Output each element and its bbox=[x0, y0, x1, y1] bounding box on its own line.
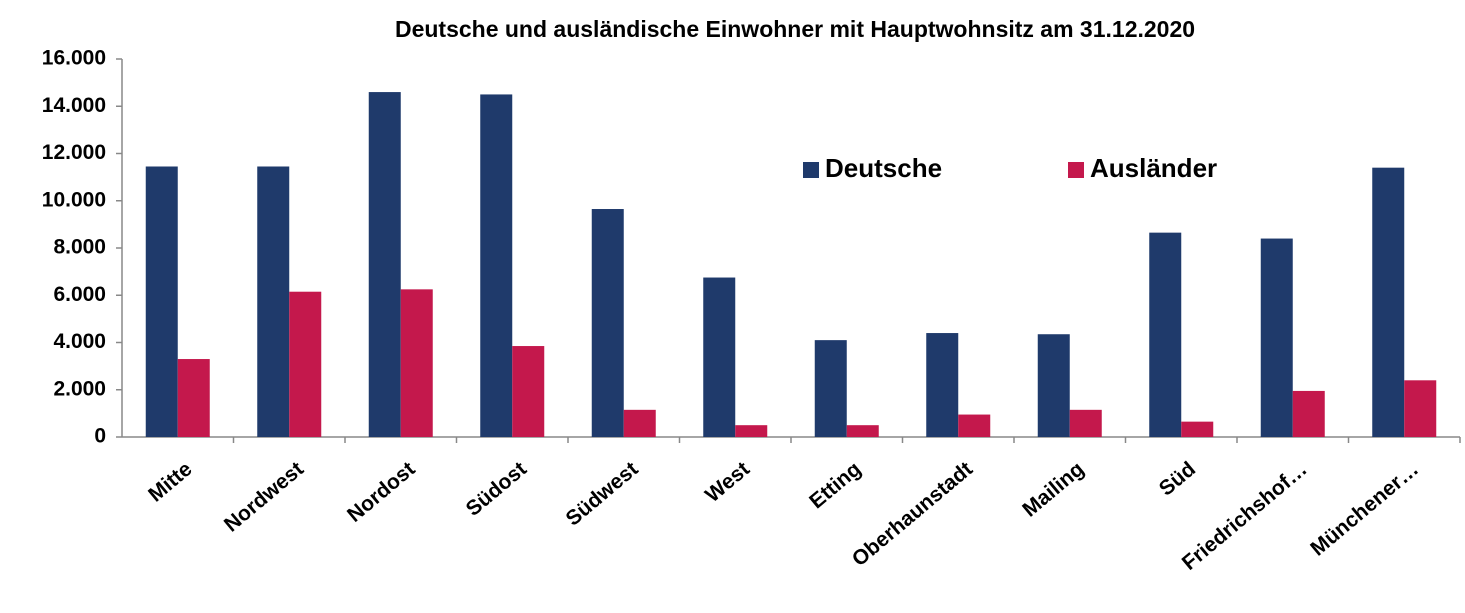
bar bbox=[1037, 334, 1070, 437]
y-tick-label: 12.000 bbox=[42, 141, 106, 164]
x-tick-label: Oberhaunstadt bbox=[848, 457, 977, 571]
bar bbox=[177, 359, 210, 437]
bar bbox=[1069, 409, 1102, 437]
bar bbox=[1292, 390, 1325, 437]
x-tick-label: Nordost bbox=[343, 457, 419, 526]
legend-label: Ausländer bbox=[1090, 153, 1217, 183]
bar bbox=[623, 409, 656, 437]
bar bbox=[368, 92, 401, 437]
bar bbox=[1404, 380, 1437, 437]
x-tick-label: West bbox=[701, 457, 754, 507]
x-tick-label: Münchener… bbox=[1306, 457, 1423, 560]
y-tick-label: 4.000 bbox=[53, 330, 106, 353]
bar bbox=[703, 277, 736, 437]
bar bbox=[257, 166, 290, 437]
bar bbox=[958, 414, 991, 437]
bar bbox=[1372, 167, 1405, 438]
bar bbox=[1260, 238, 1293, 437]
legend-swatch bbox=[803, 162, 819, 178]
bar bbox=[591, 209, 624, 437]
bar bbox=[926, 333, 959, 437]
y-tick-label: 6.000 bbox=[53, 283, 106, 306]
x-tick-label: Nordwest bbox=[220, 457, 308, 536]
x-tick-label: Südwest bbox=[562, 457, 643, 530]
legend-label: Deutsche bbox=[825, 153, 942, 183]
y-tick-label: 8.000 bbox=[53, 236, 106, 259]
bar bbox=[846, 425, 879, 437]
bar bbox=[735, 425, 768, 437]
y-tick-label: 0 bbox=[94, 425, 106, 448]
x-tick-label: Mailing bbox=[1018, 457, 1088, 521]
legend-swatch bbox=[1068, 162, 1084, 178]
bar bbox=[1181, 421, 1214, 437]
bar bbox=[1149, 232, 1182, 437]
bar bbox=[400, 289, 433, 437]
bar bbox=[480, 94, 513, 437]
bar bbox=[814, 340, 847, 437]
x-tick-label: Südost bbox=[462, 457, 531, 520]
y-tick-label: 16.000 bbox=[42, 47, 106, 70]
bar bbox=[145, 166, 178, 437]
x-tick-label: Süd bbox=[1155, 457, 1200, 500]
bar bbox=[512, 346, 545, 437]
x-tick-label: Mitte bbox=[144, 457, 196, 506]
y-tick-label: 10.000 bbox=[42, 188, 106, 211]
bar bbox=[289, 291, 322, 437]
chart-title: Deutsche und ausländische Einwohner mit … bbox=[395, 16, 1195, 42]
y-tick-label: 14.000 bbox=[42, 94, 106, 117]
y-tick-label: 2.000 bbox=[53, 377, 106, 400]
x-tick-label: Etting bbox=[805, 457, 865, 513]
